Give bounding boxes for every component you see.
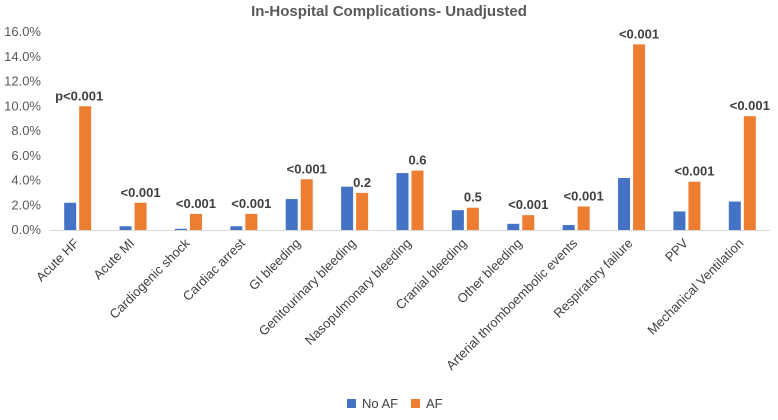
p-value-label: <0.001 (730, 98, 770, 113)
p-value-label: p<0.001 (55, 88, 103, 103)
bar-af (356, 192, 369, 230)
p-value-label: <0.001 (176, 196, 216, 211)
chart-title: In-Hospital Complications- Unadjusted (251, 3, 527, 20)
bar-af (466, 207, 479, 230)
bar-af (189, 213, 202, 230)
data-labels-group: p<0.001 <0.001 <0.001 <0.001 <0.001 0.2 0.6 0.5… (55, 26, 770, 212)
x-tick-label: PPV (662, 235, 691, 264)
bar-no-af (174, 228, 187, 230)
legend-label-af: AF (426, 396, 443, 411)
legend-label-no-af: No AF (362, 396, 398, 411)
y-tick-label: 2.0% (11, 197, 41, 212)
legend: No AF AF (347, 396, 443, 411)
bar-no-af (64, 202, 77, 230)
bar-af (577, 206, 590, 230)
p-value-label: <0.001 (121, 185, 161, 200)
bar-af (134, 202, 147, 230)
legend-swatch-af (411, 399, 420, 408)
y-tick-label: 8.0% (11, 123, 41, 138)
bar-no-af (119, 226, 132, 230)
x-tick-label: GI bleeding (246, 236, 304, 294)
y-tick-label: 4.0% (11, 173, 41, 188)
bar-no-af (618, 178, 631, 230)
y-axis: 0.0% 2.0% 4.0% 6.0% 8.0% 10.0% 12.0% 14.0% 16.0% (4, 24, 41, 237)
x-tick-label: Mechanical Ventilation (644, 236, 746, 338)
y-tick-label: 12.0% (4, 74, 41, 89)
bar-af (411, 170, 424, 230)
x-tick-label: Genitourinary bleeding (256, 236, 359, 339)
y-tick-label: 14.0% (4, 49, 41, 64)
x-tick-label: Acute HF (33, 235, 82, 284)
bar-no-af (507, 223, 520, 230)
bar-af (245, 213, 258, 230)
y-tick-label: 0.0% (11, 222, 41, 237)
x-tick-label: Nasopulmonary bleeding (302, 236, 414, 348)
bar-no-af (728, 201, 741, 230)
bar-af (79, 106, 92, 230)
p-value-label: 0.5 (464, 190, 482, 205)
bar-af (743, 116, 756, 230)
bar-af (300, 179, 313, 230)
legend-swatch-no-af (347, 399, 356, 408)
y-tick-label: 6.0% (11, 148, 41, 163)
bar-af (522, 215, 535, 230)
p-value-label: <0.001 (674, 164, 714, 179)
bar-no-af (396, 173, 409, 230)
bar-no-af (230, 226, 243, 230)
p-value-label: 0.2 (353, 175, 371, 190)
x-tick-label: Acute MI (90, 236, 137, 283)
bar-no-af (285, 199, 298, 230)
bar-no-af (341, 186, 354, 230)
y-tick-label: 10.0% (4, 98, 41, 113)
bars-group (64, 44, 756, 230)
p-value-label: <0.001 (619, 26, 659, 41)
y-tick-label: 16.0% (4, 24, 41, 39)
bar-af (688, 181, 701, 230)
p-value-label: <0.001 (508, 197, 548, 212)
bar-no-af (562, 225, 575, 230)
p-value-label: <0.001 (564, 188, 604, 203)
p-value-label: 0.6 (408, 153, 426, 168)
p-value-label: <0.001 (287, 161, 327, 176)
bar-no-af (451, 210, 464, 230)
p-value-label: <0.001 (231, 196, 271, 211)
bar-af (633, 44, 646, 230)
bar-no-af (673, 211, 686, 230)
